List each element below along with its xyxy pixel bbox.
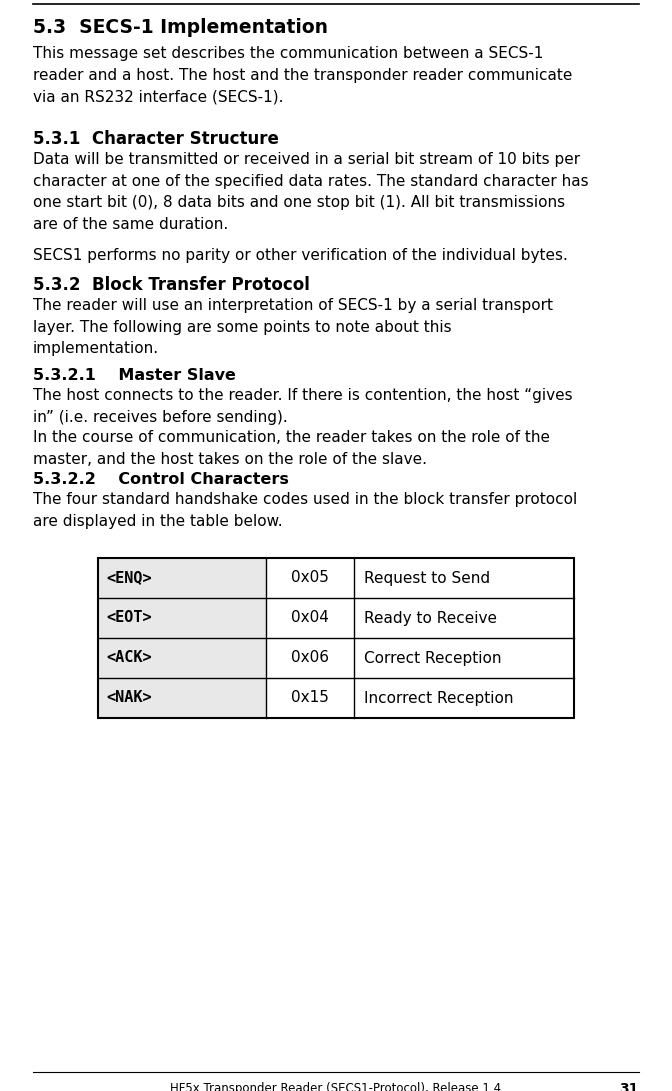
Text: 0x05: 0x05 bbox=[291, 571, 329, 586]
Text: Incorrect Reception: Incorrect Reception bbox=[364, 691, 513, 706]
Bar bbox=[354, 678, 574, 718]
Text: 5.3.2  Block Transfer Protocol: 5.3.2 Block Transfer Protocol bbox=[33, 276, 310, 293]
Text: 0x15: 0x15 bbox=[291, 691, 329, 706]
Bar bbox=[266, 598, 354, 638]
Text: The four standard handshake codes used in the block transfer protocol
are displa: The four standard handshake codes used i… bbox=[33, 492, 577, 529]
Text: 0x06: 0x06 bbox=[291, 650, 329, 666]
Text: <EOT>: <EOT> bbox=[106, 611, 152, 625]
Bar bbox=[354, 558, 574, 598]
Text: <NAK>: <NAK> bbox=[106, 691, 152, 706]
Text: 5.3.2.1    Master Slave: 5.3.2.1 Master Slave bbox=[33, 368, 236, 383]
Text: 5.3.1  Character Structure: 5.3.1 Character Structure bbox=[33, 130, 279, 148]
Text: HF5x Transponder Reader (SECS1-Protocol), Release 1.4: HF5x Transponder Reader (SECS1-Protocol)… bbox=[171, 1082, 501, 1091]
Text: 0x04: 0x04 bbox=[291, 611, 329, 625]
Bar bbox=[354, 598, 574, 638]
Text: The host connects to the reader. If there is contention, the host “gives
in” (i.: The host connects to the reader. If ther… bbox=[33, 388, 573, 424]
Bar bbox=[354, 638, 574, 678]
Bar bbox=[98, 638, 266, 678]
Bar bbox=[98, 558, 574, 718]
Text: Ready to Receive: Ready to Receive bbox=[364, 611, 497, 625]
Text: Request to Send: Request to Send bbox=[364, 571, 490, 586]
Bar bbox=[266, 558, 354, 598]
Text: This message set describes the communication between a SECS-1
reader and a host.: This message set describes the communica… bbox=[33, 46, 573, 105]
Text: 5.3.2.2    Control Characters: 5.3.2.2 Control Characters bbox=[33, 472, 289, 487]
Bar bbox=[98, 558, 266, 598]
Text: Data will be transmitted or received in a serial bit stream of 10 bits per
chara: Data will be transmitted or received in … bbox=[33, 152, 589, 231]
Text: SECS1 performs no parity or other verification of the individual bytes.: SECS1 performs no parity or other verifi… bbox=[33, 248, 568, 263]
Bar bbox=[98, 598, 266, 638]
Bar bbox=[266, 678, 354, 718]
Bar bbox=[98, 678, 266, 718]
Bar bbox=[266, 638, 354, 678]
Text: Correct Reception: Correct Reception bbox=[364, 650, 501, 666]
Text: <ACK>: <ACK> bbox=[106, 650, 152, 666]
Text: In the course of communication, the reader takes on the role of the
master, and : In the course of communication, the read… bbox=[33, 430, 550, 467]
Text: 5.3  SECS-1 Implementation: 5.3 SECS-1 Implementation bbox=[33, 17, 328, 37]
Text: The reader will use an interpretation of SECS-1 by a serial transport
layer. The: The reader will use an interpretation of… bbox=[33, 298, 553, 356]
Text: 31: 31 bbox=[620, 1082, 639, 1091]
Text: <ENQ>: <ENQ> bbox=[106, 571, 152, 586]
